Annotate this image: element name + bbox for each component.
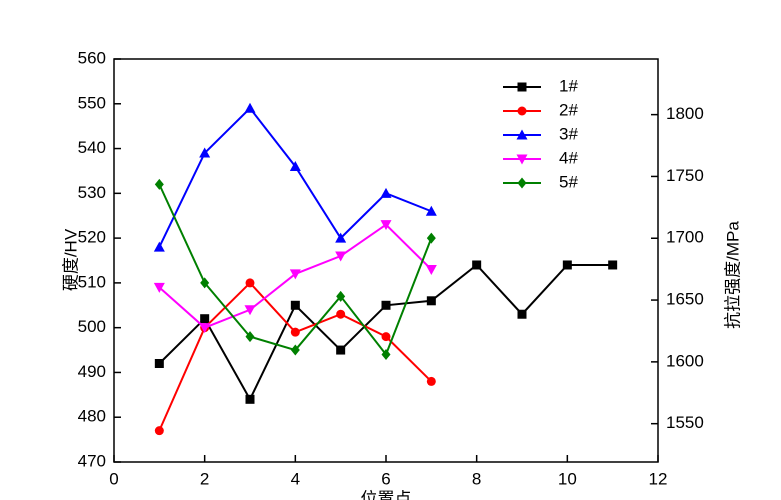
marker	[425, 205, 437, 216]
marker	[516, 154, 528, 165]
y2-tick-label: 1650	[666, 290, 704, 309]
legend-label: 2#	[559, 100, 578, 119]
marker	[562, 260, 572, 270]
x-tick-label: 2	[200, 469, 209, 488]
y-tick-label: 480	[78, 407, 106, 426]
marker	[289, 269, 301, 280]
marker	[199, 323, 211, 334]
x-axis-label: 位置点	[361, 489, 412, 500]
legend-label: 4#	[559, 148, 578, 167]
y2-tick-label: 1600	[666, 351, 704, 370]
y2-tick-label: 1550	[666, 413, 704, 432]
marker	[426, 376, 436, 386]
y2-axis-label: 抗拉强度/MPa	[723, 221, 742, 329]
marker	[336, 290, 346, 302]
marker	[153, 282, 165, 293]
marker	[426, 232, 436, 244]
marker	[517, 177, 527, 189]
marker	[517, 309, 527, 319]
marker	[244, 102, 256, 113]
y-tick-label: 520	[78, 228, 106, 247]
marker	[245, 278, 255, 288]
x-tick-label: 8	[472, 469, 481, 488]
y-tick-label: 540	[78, 138, 106, 157]
marker	[472, 260, 482, 270]
marker	[380, 187, 392, 198]
x-tick-label: 4	[291, 469, 300, 488]
marker	[381, 349, 391, 361]
series-line	[158, 106, 432, 248]
marker	[154, 426, 164, 436]
marker	[426, 296, 436, 306]
marker	[336, 309, 346, 319]
marker	[335, 232, 347, 243]
marker	[289, 160, 301, 171]
marker	[381, 332, 391, 342]
marker	[244, 305, 256, 316]
legend-label: 1#	[559, 76, 578, 95]
marker	[245, 394, 255, 404]
marker	[516, 129, 528, 140]
marker	[154, 358, 164, 368]
marker	[517, 106, 527, 116]
y-tick-label: 510	[78, 272, 106, 291]
y-tick-label: 470	[78, 451, 106, 470]
marker	[290, 344, 300, 356]
marker	[336, 345, 346, 355]
y-axis-label: 硬度/HV	[61, 228, 80, 291]
marker	[200, 314, 210, 324]
y-tick-label: 490	[78, 362, 106, 381]
marker	[381, 300, 391, 310]
y-tick-label: 530	[78, 183, 106, 202]
legend-label: 5#	[559, 172, 578, 191]
marker	[290, 327, 300, 337]
y-tick-label: 500	[78, 317, 106, 336]
y2-tick-label: 1750	[666, 166, 704, 185]
marker	[290, 300, 300, 310]
x-tick-label: 10	[558, 469, 577, 488]
marker	[154, 178, 164, 190]
y2-tick-label: 1700	[666, 228, 704, 247]
marker	[517, 82, 527, 92]
y-tick-label: 550	[78, 93, 106, 112]
y-tick-label: 560	[78, 48, 106, 67]
marker	[380, 220, 392, 231]
marker	[245, 331, 255, 343]
y2-tick-label: 1800	[666, 104, 704, 123]
marker	[199, 147, 211, 158]
x-tick-label: 0	[109, 469, 118, 488]
x-tick-label: 6	[381, 469, 390, 488]
marker	[335, 251, 347, 262]
marker	[200, 277, 210, 289]
x-tick-label: 12	[649, 469, 668, 488]
marker	[608, 260, 618, 270]
legend-label: 3#	[559, 124, 578, 143]
marker	[153, 241, 165, 252]
marker	[425, 264, 437, 275]
